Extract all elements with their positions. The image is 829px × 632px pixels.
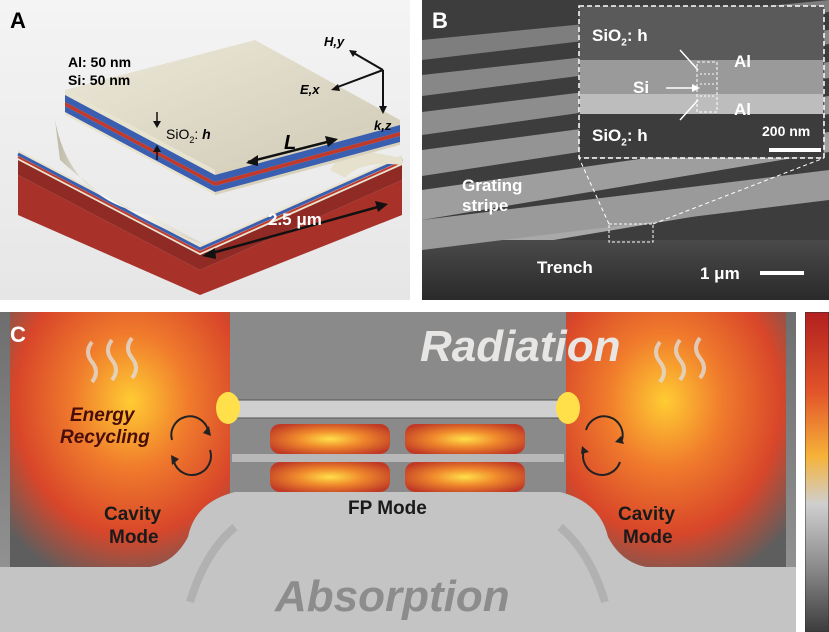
radiation-label: Radiation [420,322,621,371]
inset-sio2-top-label: SiO2: h [592,26,648,49]
sio2-label: SiO2: h [166,126,211,145]
substrate [18,175,402,295]
axis-h-label: H,y [324,34,345,49]
si-layer [65,102,215,186]
cavity-left-label-1: Cavity [104,504,162,525]
inset-si-label: Si [633,78,650,97]
cavity-left-label-2: Mode [109,527,159,548]
absorption-label: Absorption [275,572,510,621]
inset-al-top-label: Al [734,52,751,71]
sem-image [422,0,829,300]
grating-label-2: stripe [462,196,509,215]
inset-sio2-bottom-label: SiO2: h [592,126,648,149]
device-schematic [17,40,403,295]
fp-mode-label: FP Mode [348,498,427,519]
cavity-right-label-2: Mode [623,527,673,548]
width-label: 2.5 μm [268,210,322,229]
energy-label-2: Recycling [60,427,150,448]
cavity-right-label-1: Cavity [618,504,676,525]
grating-label-1: Grating [462,176,523,195]
panel-letter-a: A [10,8,26,33]
panel-letter-c: C [10,322,26,347]
panel-b: B SiO2: h Si SiO2: h Al Al 200 nm Gratin… [422,0,829,300]
al-layer [65,95,215,182]
inset-scale-label: 200 nm [762,123,811,139]
substrate-region [0,492,796,632]
panel-letter-b: B [432,8,448,33]
grating-top [65,40,400,170]
cavity-field-left [10,312,230,567]
si-thickness-label: Si: 50 nm [68,72,131,88]
axis-k-label: k,z [374,118,392,133]
colorbar [805,312,829,632]
axis-e-label: E,x [300,82,320,97]
panel-a: A Al: 50 nm Si: 50 nm SiO2: h L 2.5 μm H… [0,0,410,300]
field-map [0,312,796,632]
scale-label: 1 μm [700,264,740,283]
trench-label: Trench [537,258,593,277]
panel-c: C Radiation Energy Recycling Cavity Mode… [0,312,796,632]
inset-al-bottom-label: Al [734,100,751,119]
length-label: L [284,132,297,154]
energy-label-1: Energy [70,405,135,426]
al-thickness-label: Al: 50 nm [68,54,132,70]
cavity-field-right [566,312,786,567]
